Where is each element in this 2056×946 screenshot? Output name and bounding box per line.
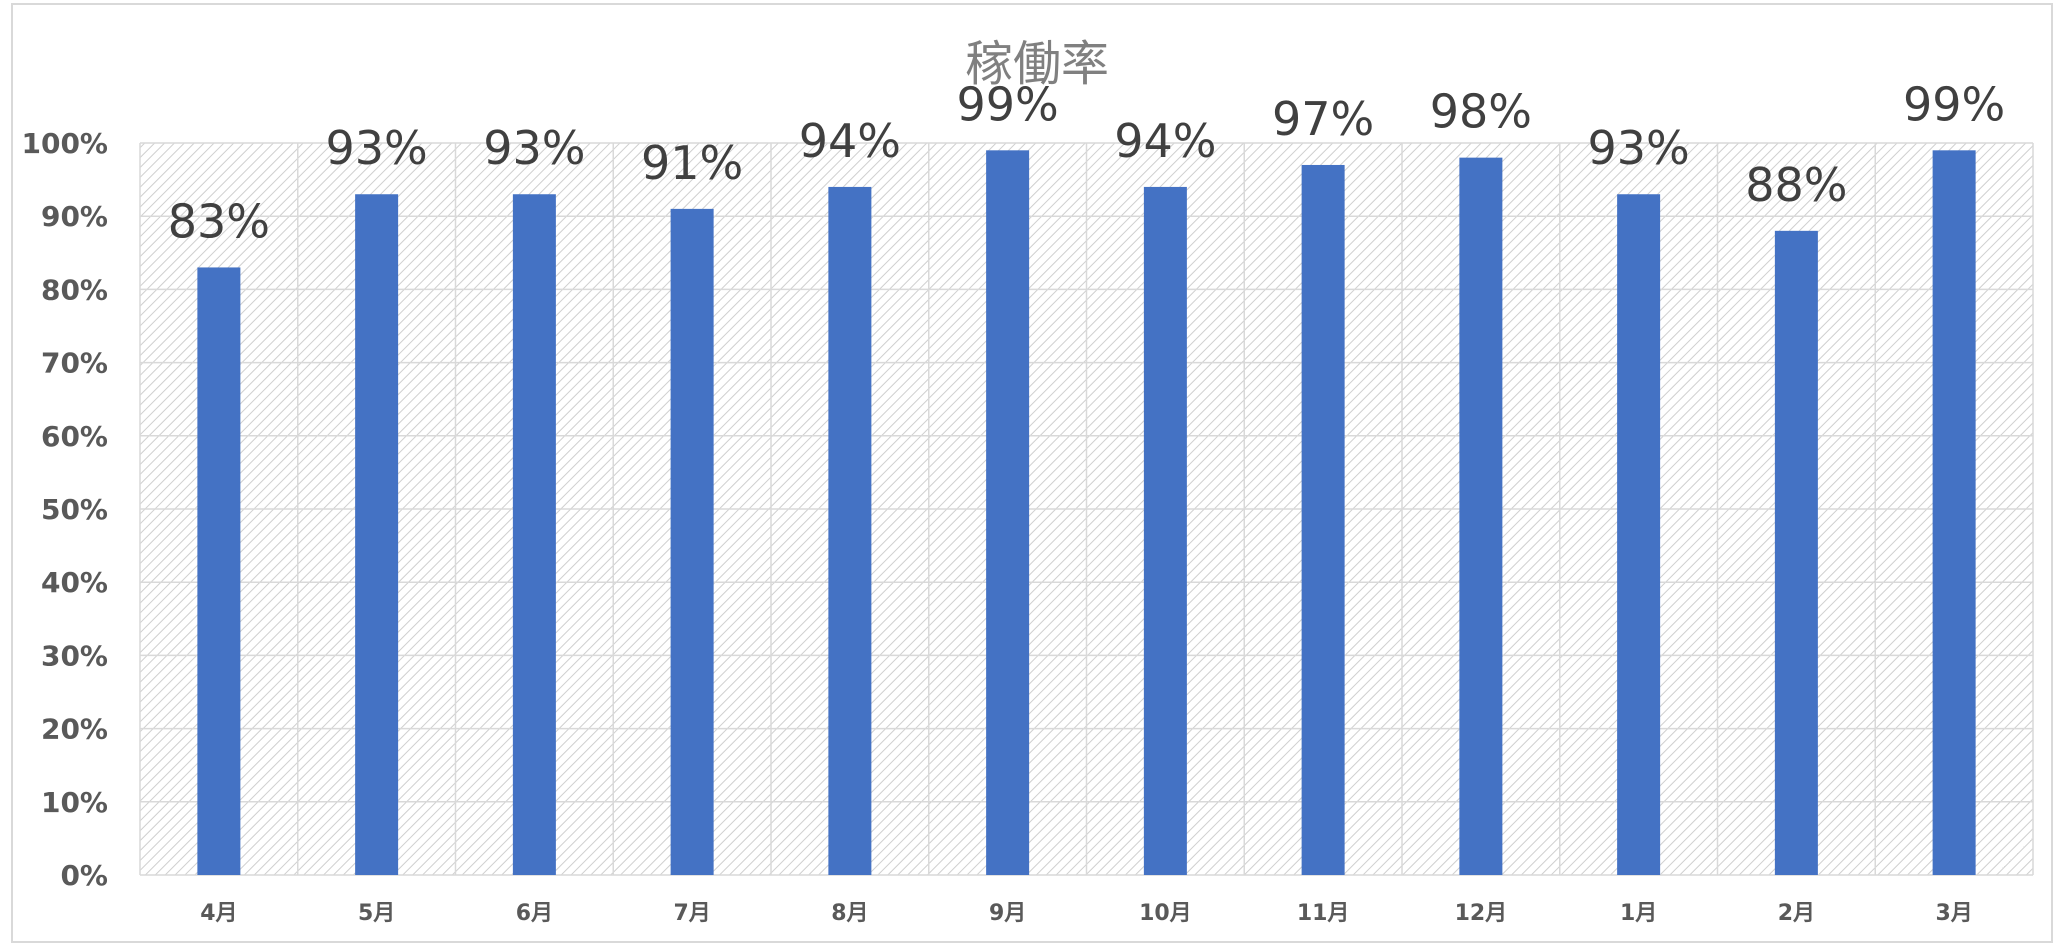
x-tick-label: 12月 <box>1455 901 1508 926</box>
x-tick-label: 7月 <box>673 901 710 926</box>
x-tick-label: 2月 <box>1778 901 1815 926</box>
y-tick-label: 80% <box>41 273 108 306</box>
bar <box>1932 150 1976 875</box>
x-tick-label: 3月 <box>1935 901 1972 926</box>
y-tick-label: 0% <box>60 859 108 892</box>
bar <box>986 150 1030 875</box>
y-tick-label: 30% <box>41 639 108 672</box>
bar <box>828 186 872 876</box>
x-tick-label: 11月 <box>1297 901 1350 926</box>
data-label: 97% <box>1272 92 1374 146</box>
bar <box>197 267 241 875</box>
y-tick-label: 60% <box>41 420 108 453</box>
y-tick-label: 20% <box>41 713 108 746</box>
y-axis-ticks: 0% 10% 20% 30% 40% 50% 60% 70% 80% 90% 100% <box>21 127 108 892</box>
data-label: 93% <box>483 121 585 175</box>
data-label: 83% <box>168 194 270 248</box>
data-label: 99% <box>957 77 1059 131</box>
data-label: 91% <box>641 136 743 190</box>
gridlines <box>139 142 2034 876</box>
bar <box>1774 230 1818 876</box>
x-tick-label: 5月 <box>358 901 395 926</box>
x-tick-label: 1月 <box>1620 901 1657 926</box>
data-label: 93% <box>1588 121 1690 175</box>
data-label: 98% <box>1430 85 1532 139</box>
y-tick-label: 100% <box>21 127 108 160</box>
x-tick-label: 8月 <box>831 901 868 926</box>
bar <box>1459 157 1503 875</box>
y-tick-label: 10% <box>41 786 108 819</box>
x-tick-label: 4月 <box>200 901 237 926</box>
data-labels: 83% 93% 93% 91% 94% 99% 94% 97% 98% 93% 88% 99% <box>168 77 2006 248</box>
data-label: 88% <box>1745 158 1847 212</box>
bar <box>512 194 556 876</box>
y-tick-label: 70% <box>41 347 108 380</box>
x-tick-label: 10月 <box>1139 901 1192 926</box>
data-label: 99% <box>1903 77 2005 131</box>
x-axis-ticks: 4月 5月 6月 7月 8月 9月 10月 11月 12月 1月 2月 3月 <box>200 901 1973 926</box>
y-tick-label: 40% <box>41 566 108 599</box>
y-tick-label: 50% <box>41 493 108 526</box>
data-label: 94% <box>799 114 901 168</box>
bar <box>355 194 399 876</box>
data-label: 94% <box>1114 114 1216 168</box>
x-tick-label: 6月 <box>516 901 553 926</box>
bar <box>670 208 714 875</box>
bar <box>1143 186 1187 876</box>
chart-title: 稼働率 <box>965 36 1109 92</box>
bar <box>1301 164 1345 875</box>
y-tick-label: 90% <box>41 200 108 233</box>
data-label: 93% <box>326 121 428 175</box>
x-tick-label: 9月 <box>989 901 1026 926</box>
bars <box>197 150 1976 876</box>
bar <box>1617 194 1661 876</box>
